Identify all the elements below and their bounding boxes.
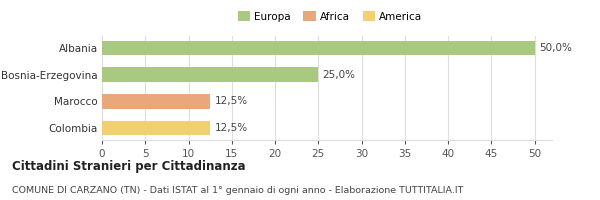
Text: 12,5%: 12,5% — [215, 123, 248, 133]
Legend: Europa, Africa, America: Europa, Africa, America — [233, 7, 427, 26]
Text: 12,5%: 12,5% — [215, 96, 248, 106]
Bar — [102, 67, 319, 82]
Bar — [102, 41, 535, 55]
Bar — [102, 94, 210, 109]
Text: Cittadini Stranieri per Cittadinanza: Cittadini Stranieri per Cittadinanza — [12, 160, 245, 173]
Text: 25,0%: 25,0% — [323, 70, 356, 80]
Text: COMUNE DI CARZANO (TN) - Dati ISTAT al 1° gennaio di ogni anno - Elaborazione TU: COMUNE DI CARZANO (TN) - Dati ISTAT al 1… — [12, 186, 463, 195]
Bar — [102, 121, 210, 135]
Text: 50,0%: 50,0% — [539, 43, 572, 53]
